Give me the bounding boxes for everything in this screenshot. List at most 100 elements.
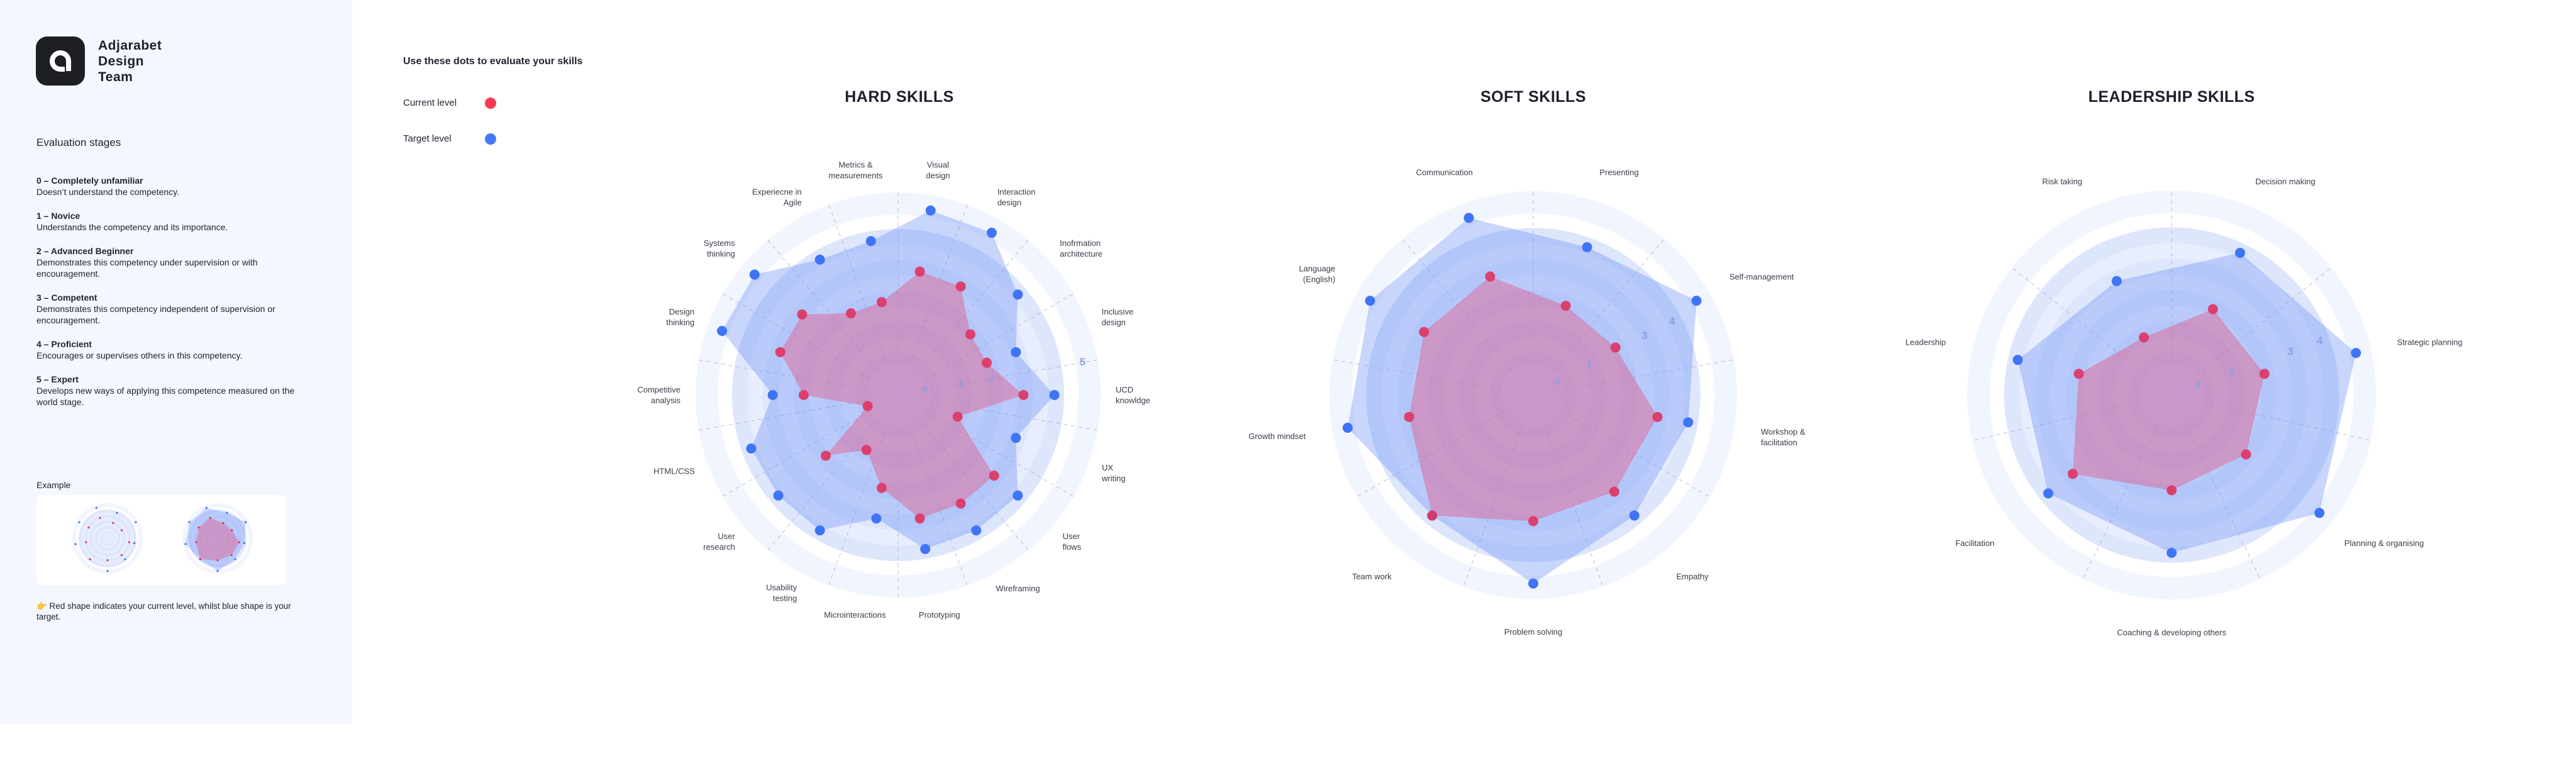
current-point [955, 498, 966, 509]
axis-label: Visual design [926, 160, 950, 181]
sector-divider [930, 359, 1098, 390]
current-point [197, 526, 200, 529]
target-point [74, 543, 77, 545]
scale-label: 3 [1641, 329, 1648, 342]
axis-label: Facilitation [1955, 538, 1994, 549]
target-point [1013, 289, 1023, 300]
stage-item: 0 – Completely unfamiliar Doesn’t underst… [36, 175, 301, 198]
scale-label: 3 [2287, 345, 2294, 358]
target-point [2351, 348, 2362, 359]
axis-label: Inofrmation architecture [1060, 238, 1102, 259]
sector-divider [909, 425, 968, 586]
leadership-skills-radar: 0 1 3 4 Decision making Strategic planning Pla… [1804, 27, 2540, 763]
current-point [120, 529, 123, 532]
axis-label-line: Inclusive [1101, 306, 1134, 316]
axis-label-line: testing [772, 593, 797, 603]
axis-label: Empathy [1676, 571, 1708, 582]
current-point [876, 297, 887, 308]
current-point [1560, 301, 1571, 311]
axis-label-line: design [1101, 317, 1126, 327]
sector-divider [1972, 402, 2140, 441]
target-point [986, 228, 997, 238]
axis-label-line: writing [1101, 474, 1126, 484]
stage-item: 2 – Advanced Beginner Demonstrates this c… [36, 245, 301, 279]
current-point [230, 554, 233, 557]
sector-divider [930, 400, 1098, 431]
current-point [216, 559, 219, 562]
current-point [2167, 485, 2177, 496]
axis-label: Team work [1352, 571, 1392, 582]
brand-logo [36, 36, 85, 86]
sector-divider [1544, 425, 1604, 587]
center-circle [2139, 362, 2204, 428]
axis-label-line: Workshop & [1760, 426, 1806, 437]
brand-line: Team [98, 70, 133, 84]
stages-heading: Evaluation stages [36, 136, 121, 148]
axis-label-line: Planning & organising [2344, 538, 2424, 548]
target-point [1691, 296, 1702, 306]
current-point [955, 281, 966, 292]
axis-label: Usability testing [766, 582, 797, 603]
current-point [120, 554, 123, 557]
center-circle [212, 533, 223, 544]
current-point [1419, 326, 1430, 337]
target-point [205, 506, 208, 509]
target-point [2314, 508, 2325, 518]
current-point [2241, 449, 2251, 460]
current-point [845, 308, 856, 319]
axis-label: Prototyping [919, 610, 960, 620]
center-circle [865, 362, 931, 428]
target-point [1365, 296, 1375, 306]
leadership-skills-title: LEADERSHIP SKILLS [2088, 88, 2255, 106]
target-point [2012, 355, 2023, 365]
sector-divider [698, 359, 867, 390]
axis-label-line: Facilitation [1955, 538, 1995, 548]
current-point [1485, 271, 1496, 282]
current-point [87, 526, 90, 529]
axis-label-line: design [997, 198, 1022, 208]
target-point [814, 525, 825, 536]
axis-label-line: Empathy [1676, 571, 1709, 581]
sector-divider [722, 411, 870, 497]
current-point [797, 309, 808, 320]
legend-current-label: Current level [403, 97, 457, 108]
axis-label-line: Prototyping [918, 610, 960, 620]
radar-svg [696, 192, 1101, 598]
current-point [1528, 516, 1538, 526]
current-point [798, 390, 809, 400]
current-area [196, 518, 240, 560]
stage-desc: Develops new ways of applying this compe… [36, 386, 295, 407]
current-point [1610, 342, 1621, 353]
scale-label: 4 [1669, 315, 1675, 327]
axis-label: UX writing [1102, 462, 1126, 484]
sector-divider [918, 420, 1029, 550]
axis-label-line: Design [669, 306, 695, 316]
axis-label-line: Presenting [1599, 167, 1639, 177]
axis-label-line: design [926, 170, 950, 181]
target-point [95, 506, 97, 509]
stage-item: 1 – Novice Understands the competency and… [36, 210, 301, 233]
axis-label: User research [703, 531, 735, 552]
current-point [876, 482, 887, 493]
target-point [1011, 433, 1021, 443]
target-point [124, 558, 126, 560]
target-point [226, 511, 228, 514]
current-point [2067, 469, 2078, 479]
current-point [209, 516, 211, 520]
legend-target: Target level [403, 133, 496, 145]
axis-label-line: thinking [706, 248, 735, 259]
sector-divider [2197, 267, 2332, 375]
current-dot-icon [485, 97, 496, 109]
axis-label-line: measurements [828, 170, 883, 181]
axis-label: User flows [1063, 531, 1082, 552]
axis-label-line: knowldge [1116, 396, 1150, 405]
axis-label-line: UX [1101, 463, 1114, 473]
soft-skills-title: SOFT SKILLS [1480, 88, 1586, 106]
sector-divider [1561, 411, 1710, 498]
axis-label: Communication [1416, 167, 1473, 178]
axis-label-line: User [718, 532, 735, 542]
scale-label: 1 [2228, 367, 2235, 379]
axis-label-line: Inofrmation [1060, 238, 1101, 248]
soft-skills-radar: 0 1 3 4 Presenting Self-management Workshop & f… [1166, 28, 1901, 762]
target-dot-icon [485, 133, 496, 145]
